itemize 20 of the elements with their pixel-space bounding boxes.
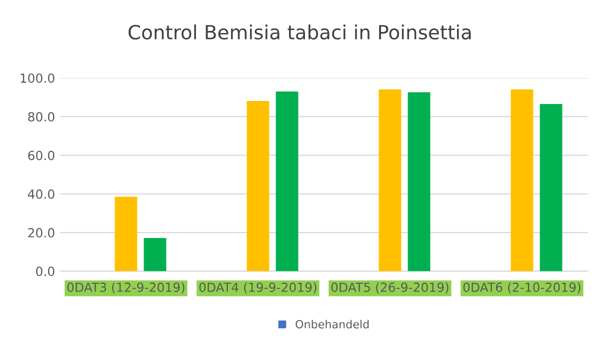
x-tick-label: 0DAT3 (12-9-2019) <box>67 282 184 294</box>
y-tick-label: 0.0 <box>36 266 54 276</box>
x-tick-label: 0DAT6 (2-10-2019) <box>463 282 580 294</box>
bar <box>114 196 138 272</box>
y-tick-label: 100.0 <box>20 73 54 83</box>
y-tick-label: 20.0 <box>28 228 54 238</box>
bar <box>246 100 270 272</box>
y-tick-label: 80.0 <box>28 112 54 122</box>
bar <box>510 89 534 272</box>
x-tick-label: 0DAT4 (19-9-2019) <box>199 282 316 294</box>
bar <box>540 104 562 272</box>
bar <box>144 238 166 272</box>
bar <box>408 92 430 272</box>
x-tick-label: 0DAT5 (26-9-2019) <box>331 282 448 294</box>
bar <box>276 91 298 272</box>
y-tick-label: 40.0 <box>28 189 54 199</box>
chart-title: Control Bemisia tabaci in Poinsettia <box>128 24 471 40</box>
y-tick-label: 60.0 <box>28 150 54 160</box>
bar <box>378 89 402 272</box>
legend-label: Onbehandeld <box>296 320 369 328</box>
